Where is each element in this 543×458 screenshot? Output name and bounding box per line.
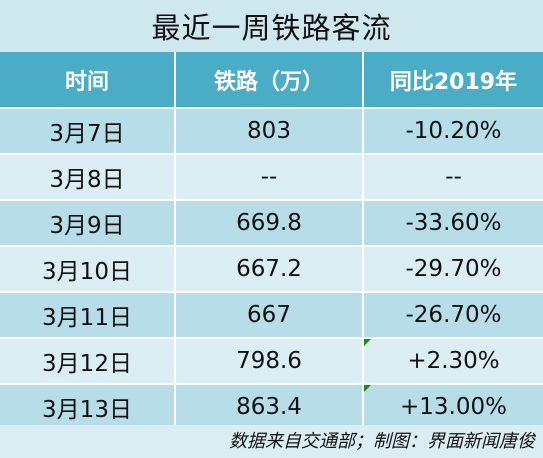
passenger-flow-table: 时间 铁路（万） 同比2019年 3月7日 803 -10.20% 3月8日 -… xyxy=(0,52,543,431)
source-footnote: 数据来自交通部；制图：界面新闻唐俊 xyxy=(0,425,543,458)
header-row: 时间 铁路（万） 同比2019年 xyxy=(0,52,543,109)
table-row: 3月7日 803 -10.20% xyxy=(0,108,543,155)
cell-yoy: -33.60% xyxy=(363,200,543,247)
header-railway: 铁路（万） xyxy=(175,52,364,109)
cell-date: 3月10日 xyxy=(0,246,176,293)
table-row: 3月13日 863.4 +13.00% xyxy=(0,384,543,431)
number-as-text-marker-icon xyxy=(364,385,371,392)
cell-railway: 667 xyxy=(175,292,364,339)
table-row: 3月11日 667 -26.70% xyxy=(0,292,543,339)
cell-date: 3月12日 xyxy=(0,338,176,385)
cell-yoy: -26.70% xyxy=(363,292,543,339)
cell-railway: -- xyxy=(175,154,364,201)
cell-date: 3月7日 xyxy=(0,108,176,155)
table-row: 3月10日 667.2 -29.70% xyxy=(0,246,543,293)
header-yoy: 同比2019年 xyxy=(363,52,543,109)
table-title: 最近一周铁路客流 xyxy=(0,0,543,52)
cell-date: 3月9日 xyxy=(0,200,176,247)
table-row: 3月9日 669.8 -33.60% xyxy=(0,200,543,247)
cell-railway: 798.6 xyxy=(175,338,364,385)
cell-yoy: -- xyxy=(363,154,543,201)
table-row: 3月12日 798.6 +2.30% xyxy=(0,338,543,385)
cell-yoy: +2.30% xyxy=(363,338,543,385)
cell-railway: 669.8 xyxy=(175,200,364,247)
cell-yoy-value: +2.30% xyxy=(407,348,500,374)
cell-railway: 803 xyxy=(175,108,364,155)
header-date: 时间 xyxy=(0,52,176,109)
table-row: 3月8日 -- -- xyxy=(0,154,543,201)
cell-yoy: -10.20% xyxy=(363,108,543,155)
number-as-text-marker-icon xyxy=(364,339,371,346)
cell-date: 3月11日 xyxy=(0,292,176,339)
cell-railway: 667.2 xyxy=(175,246,364,293)
cell-date: 3月8日 xyxy=(0,154,176,201)
cell-railway: 863.4 xyxy=(175,384,364,431)
cell-yoy: -29.70% xyxy=(363,246,543,293)
cell-yoy: +13.00% xyxy=(363,384,543,431)
cell-date: 3月13日 xyxy=(0,384,176,431)
cell-yoy-value: +13.00% xyxy=(400,394,507,420)
